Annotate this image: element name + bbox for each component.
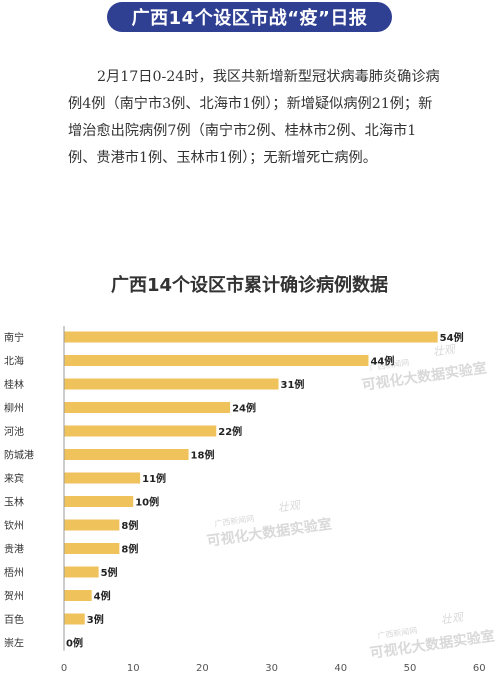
bar [64,402,231,413]
watermark-mark: 壮观 [277,498,303,514]
category-label: 贵港 [4,543,24,556]
bar [64,543,120,554]
data-label: 10例 [135,496,159,509]
bar [64,331,438,343]
category-label: 钦州 [4,520,24,532]
data-label: 54例 [440,331,464,344]
data-label: 31例 [281,378,305,391]
category-label: 崇左 [4,637,24,650]
category-label: 梧州 [4,566,24,579]
banner-title: 广西14个设区市战“疫”日报 [131,8,368,29]
bar [64,566,99,578]
data-label: 0例 [66,637,83,650]
bar [64,613,85,625]
category-label: 南宁 [4,331,24,344]
data-label: 18例 [191,449,215,462]
x-tick-label: 10 [127,663,140,674]
category-label: 百色 [4,613,24,626]
x-tick-label: 60 [473,663,486,674]
bar [64,355,369,366]
category-label: 桂林 [4,378,24,391]
bar [64,519,120,531]
chart-title: 广西14个设区市累计确诊病例数据 [110,275,389,296]
x-tick-label: 40 [334,663,347,674]
category-label: 防城港 [4,449,34,462]
bar [64,496,134,507]
watermark-brand: 广西新闻网 [377,625,418,640]
data-label: 3例 [87,613,104,626]
bar [64,472,141,484]
report-paragraph: 2月17日0-24时，我区共新增新型冠状病毒肺炎确诊病例4例（南宁市3例、北海市… [68,69,440,166]
category-label: 北海 [4,355,24,368]
bar [64,378,279,390]
data-label: 8例 [121,543,138,556]
watermark-mark: 壮观 [440,610,466,626]
data-label: 24例 [232,402,256,415]
data-label: 4例 [94,590,111,603]
x-tick-label: 0 [61,663,67,674]
x-tick-label: 20 [196,663,209,674]
x-tick-label: 50 [404,663,417,674]
bar [64,425,217,437]
report-banner: 广西14个设区市战“疫”日报 [107,2,392,32]
category-label: 玉林 [4,496,24,509]
data-label: 11例 [142,472,166,485]
data-label: 22例 [218,425,242,438]
category-label: 贺州 [4,591,24,603]
category-label: 来宾 [4,472,24,485]
watermark-mark: 壮观 [432,342,458,358]
data-label: 44例 [370,355,394,368]
bar [64,590,92,601]
data-label: 5例 [101,566,118,579]
category-label: 河池 [4,425,24,438]
x-tick-label: 30 [265,663,278,674]
data-label: 8例 [121,519,138,532]
watermark-brand: 广西新闻网 [214,513,255,528]
category-label: 柳州 [4,402,24,415]
bar [64,449,189,460]
